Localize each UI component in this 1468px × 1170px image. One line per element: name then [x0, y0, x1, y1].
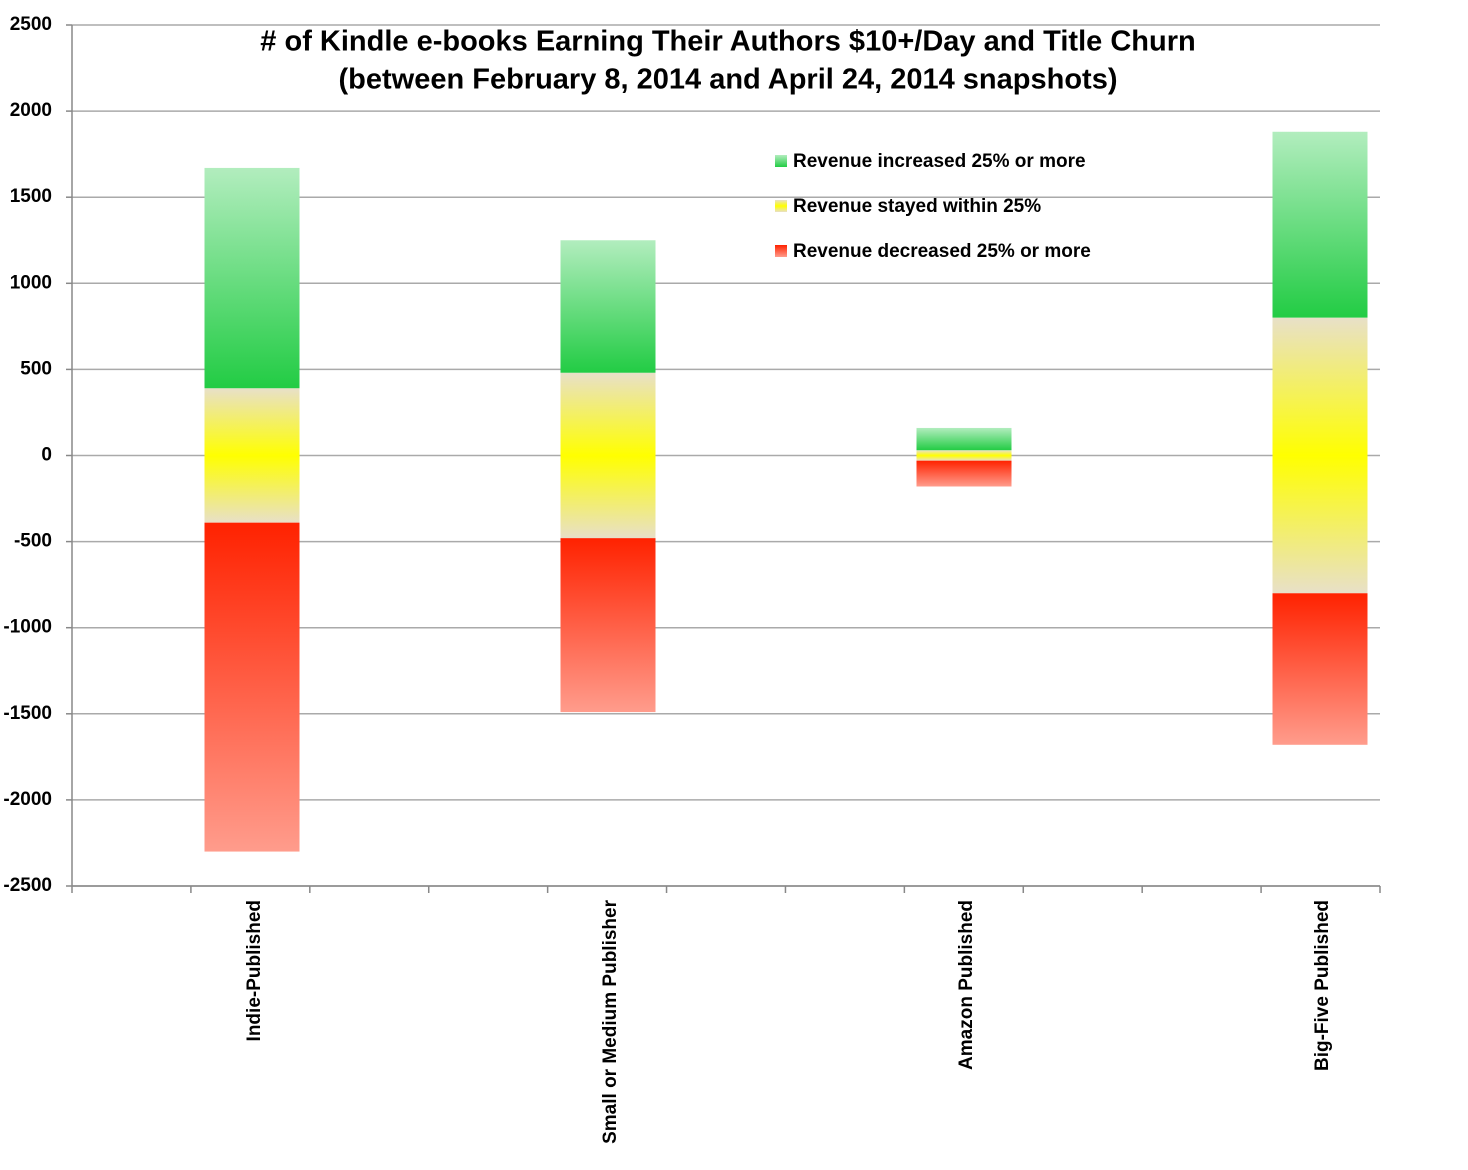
y-tick-label: 2500 — [10, 14, 52, 35]
y-tick-label: -2000 — [3, 789, 52, 810]
bar-segment — [204, 167, 300, 389]
bar-segment — [204, 388, 300, 523]
legend-label: Revenue stayed within 25% — [793, 196, 1041, 217]
chart-title: # of Kindle e-books Earning Their Author… — [260, 26, 1195, 58]
y-tick-label: 1500 — [10, 186, 52, 207]
bar-segment — [916, 460, 1012, 487]
legend-swatch — [775, 200, 787, 212]
y-tick-label: -1000 — [3, 617, 52, 638]
y-tick-label: -2500 — [3, 875, 52, 896]
legend-swatch — [775, 155, 787, 167]
y-tick-label: -1500 — [3, 703, 52, 724]
legend-label: Revenue increased 25% or more — [793, 151, 1086, 172]
legend-swatch — [775, 245, 787, 257]
bar-segment — [1272, 131, 1368, 318]
bar-segment — [916, 427, 1012, 451]
legend-label: Revenue decreased 25% or more — [793, 241, 1091, 262]
chart-subtitle: (between February 8, 2014 and April 24, … — [339, 64, 1118, 96]
y-tick-label: 0 — [41, 445, 52, 466]
x-tick-label: Big-Five Published — [1312, 900, 1333, 1071]
bar-segment — [1272, 593, 1368, 745]
x-tick-label: Amazon Published — [956, 900, 977, 1070]
x-tick-label: Small or Medium Publisher — [600, 899, 621, 1143]
x-tick-label: Indie-Published — [244, 900, 265, 1041]
y-tick-label: -500 — [14, 531, 52, 552]
bar-segment — [560, 538, 656, 713]
bar-segment — [204, 522, 300, 852]
y-tick-label: 1000 — [10, 272, 52, 293]
bar-segment — [560, 240, 656, 373]
bar-segment — [1272, 317, 1368, 594]
y-tick-label: 500 — [20, 358, 52, 379]
bar-segment — [560, 372, 656, 539]
bar-segment — [916, 450, 1012, 461]
y-tick-label: 2000 — [10, 100, 52, 121]
